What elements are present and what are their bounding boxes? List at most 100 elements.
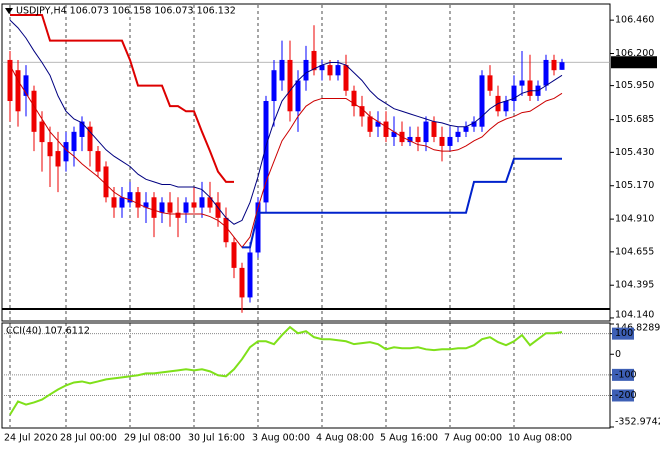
candle-body bbox=[407, 136, 413, 143]
candle-body bbox=[55, 151, 61, 167]
candle-body bbox=[39, 121, 45, 143]
price-label: 106.132 bbox=[615, 57, 654, 68]
candle-body bbox=[271, 70, 277, 102]
candle-body bbox=[423, 121, 429, 143]
candle-body bbox=[255, 202, 261, 253]
candle-body bbox=[247, 252, 253, 298]
candle-body bbox=[263, 101, 269, 203]
candle-body bbox=[295, 80, 301, 112]
candle-body bbox=[63, 142, 69, 162]
candle-body bbox=[487, 75, 493, 91]
candle-body bbox=[151, 197, 157, 218]
candle-body bbox=[327, 65, 333, 76]
y-tick-label: 0 bbox=[615, 349, 621, 360]
candle-body bbox=[447, 136, 453, 146]
candle-body bbox=[47, 142, 53, 157]
candle-body bbox=[455, 131, 461, 137]
candle-body bbox=[191, 202, 197, 208]
candle-body bbox=[383, 121, 389, 137]
candle-body bbox=[391, 131, 397, 137]
candle-body bbox=[127, 192, 133, 203]
x-tick-label: 29 Jul 08:00 bbox=[124, 433, 181, 444]
x-tick-label: 24 Jul 2020 bbox=[4, 433, 58, 444]
candle-body bbox=[375, 121, 381, 127]
y-tick-label: 104.140 bbox=[615, 310, 654, 321]
y-tick-label: 106.460 bbox=[615, 15, 654, 26]
candle-body bbox=[479, 75, 485, 127]
candle-body bbox=[279, 59, 285, 81]
indicator-title: CCI(40) 107.6112 bbox=[6, 326, 90, 337]
x-tick-label: 4 Aug 08:00 bbox=[316, 433, 374, 444]
indicator-line bbox=[242, 157, 562, 249]
candle-body bbox=[431, 121, 437, 137]
y-tick-label: -100 bbox=[615, 369, 637, 380]
candle-body bbox=[415, 136, 421, 143]
candle-body bbox=[439, 136, 445, 146]
candle-body bbox=[111, 197, 117, 208]
candle-body bbox=[183, 202, 189, 213]
level-label-box bbox=[612, 327, 634, 340]
candle-body bbox=[199, 197, 205, 208]
y-tick-label: 105.170 bbox=[615, 180, 654, 191]
menu-triangle bbox=[5, 8, 13, 14]
y-tick-label: 105.685 bbox=[615, 114, 654, 125]
level-label-box bbox=[612, 389, 634, 402]
level-label-box bbox=[612, 368, 634, 381]
candle-body bbox=[335, 65, 341, 76]
candle-body bbox=[223, 217, 229, 243]
y-tick-label: -200 bbox=[615, 390, 637, 401]
candle-body bbox=[543, 59, 549, 86]
x-tick-label: 3 Aug 00:00 bbox=[252, 433, 310, 444]
candle-body bbox=[87, 126, 93, 152]
candle-body bbox=[287, 59, 293, 112]
y-tick-label: 104.655 bbox=[615, 246, 654, 257]
x-tick-label: 5 Aug 16:00 bbox=[380, 433, 438, 444]
candle-body bbox=[503, 101, 509, 112]
y-tick-label: 104.910 bbox=[615, 214, 654, 225]
price-label-box bbox=[611, 56, 657, 69]
candle-body bbox=[239, 267, 245, 298]
candle-body bbox=[23, 75, 29, 96]
x-tick-label: 10 Aug 08:00 bbox=[508, 433, 572, 444]
candle-body bbox=[311, 50, 317, 71]
candle-body bbox=[95, 151, 101, 172]
y-tick-label: 104.395 bbox=[615, 280, 654, 291]
y-tick-label: 105.950 bbox=[615, 80, 654, 91]
candle-body bbox=[31, 90, 37, 132]
candle-body bbox=[175, 212, 181, 218]
chart-title: USDJPY,H4 106.073 106.158 106.073 106.13… bbox=[16, 6, 236, 17]
candle-body bbox=[351, 90, 357, 107]
x-tick-label: 7 Aug 00:00 bbox=[444, 433, 502, 444]
candle-body bbox=[143, 202, 149, 208]
candle-body bbox=[15, 70, 21, 112]
x-tick-label: 28 Jul 00:00 bbox=[60, 433, 117, 444]
y-tick-label: 106.200 bbox=[615, 48, 654, 59]
candle-body bbox=[551, 59, 557, 71]
x-tick-label: 30 Jul 16:00 bbox=[188, 433, 245, 444]
candle-body bbox=[207, 197, 213, 208]
indicator-line bbox=[9, 325, 563, 416]
candle-body bbox=[135, 192, 141, 208]
indicator-line bbox=[9, 64, 563, 249]
candle-body bbox=[463, 126, 469, 132]
candle-body bbox=[71, 131, 77, 152]
candle-body bbox=[527, 80, 533, 96]
candle-body bbox=[511, 85, 517, 102]
candle-body bbox=[343, 65, 349, 91]
candle-body bbox=[79, 121, 85, 137]
candle-body bbox=[319, 65, 325, 71]
candle-body bbox=[359, 106, 365, 117]
indicator-line bbox=[10, 14, 234, 183]
y-tick-label: 100 bbox=[615, 328, 633, 339]
candle-body bbox=[119, 197, 125, 208]
candle-body bbox=[519, 80, 525, 86]
candle-body bbox=[367, 116, 373, 132]
marks bbox=[2, 5, 610, 427]
candle-body bbox=[159, 202, 165, 213]
candle-body bbox=[167, 202, 173, 213]
indicator-line bbox=[9, 19, 563, 225]
y-tick-label: -352.9742 bbox=[615, 417, 660, 428]
candle-body bbox=[559, 62, 565, 70]
cci-panel bbox=[1, 322, 611, 429]
